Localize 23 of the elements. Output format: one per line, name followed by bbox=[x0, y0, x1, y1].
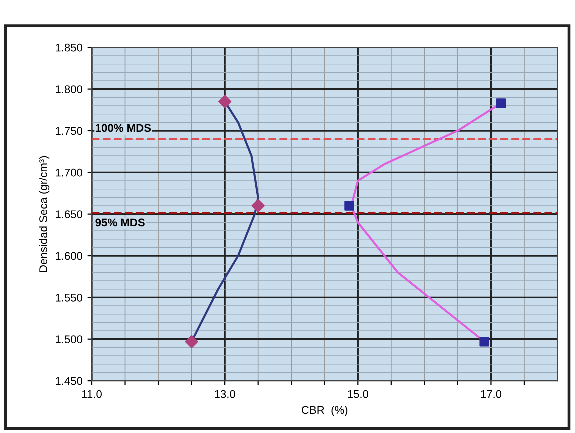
x-tick-label: 17.0 bbox=[481, 390, 502, 398]
y-tick-label: 1.600 bbox=[56, 252, 83, 260]
y-tick-label: 1.800 bbox=[56, 86, 83, 94]
point bbox=[185, 335, 198, 348]
y-axis-title: Densidad Seca (gr/cm³) bbox=[39, 156, 50, 272]
ref-line-label: 95% MDS bbox=[96, 218, 145, 227]
y-tick-label: 1.500 bbox=[56, 336, 83, 344]
ref-line-label: 100% MDS bbox=[96, 124, 152, 132]
y-tick-label: 1.550 bbox=[56, 294, 83, 302]
point bbox=[344, 201, 354, 211]
y-tick-label: 1.450 bbox=[56, 377, 83, 386]
y-tick-label: 1.850 bbox=[56, 44, 83, 52]
point bbox=[252, 199, 265, 213]
y-tick-label: 1.700 bbox=[56, 168, 83, 177]
point bbox=[480, 337, 490, 347]
point bbox=[218, 95, 232, 108]
x-tick-label: 13.0 bbox=[215, 390, 236, 398]
y-tick-label: 1.650 bbox=[56, 210, 83, 218]
y-tick-label: 1.750 bbox=[56, 127, 83, 136]
point bbox=[496, 98, 506, 108]
x-tick-label: 15.0 bbox=[348, 390, 369, 398]
x-axis-title: CBR (%) bbox=[302, 406, 348, 416]
x-tick-label: 11.0 bbox=[82, 390, 102, 398]
